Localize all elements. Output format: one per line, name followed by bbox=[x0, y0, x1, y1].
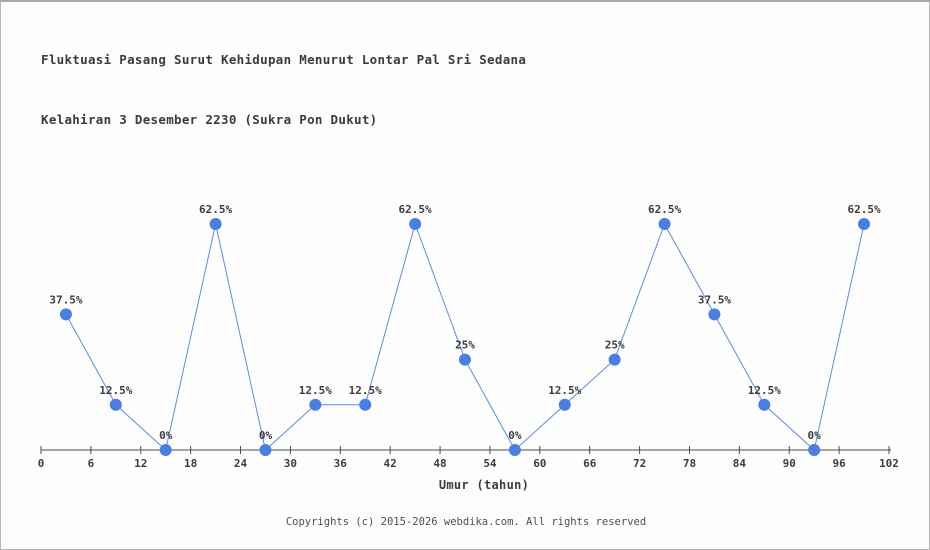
x-tick-label: 72 bbox=[633, 457, 646, 470]
data-point bbox=[109, 398, 122, 411]
x-tick-label: 84 bbox=[733, 457, 747, 470]
data-point bbox=[409, 218, 422, 230]
data-point-label: 62.5% bbox=[847, 203, 880, 216]
x-tick-label: 66 bbox=[583, 457, 597, 470]
data-point bbox=[708, 308, 721, 321]
x-tick-label: 0 bbox=[38, 457, 45, 470]
data-point bbox=[59, 308, 72, 321]
x-tick-label: 90 bbox=[783, 457, 796, 470]
x-tick-label: 48 bbox=[433, 457, 446, 470]
data-point bbox=[608, 353, 621, 366]
x-tick-label: 24 bbox=[234, 457, 248, 470]
data-point-label: 62.5% bbox=[399, 203, 432, 216]
data-point-label: 12.5% bbox=[99, 384, 132, 397]
x-tick-label: 78 bbox=[683, 457, 696, 470]
data-point-label: 62.5% bbox=[648, 203, 681, 216]
copyright-footer: Copyrights (c) 2015-2026 webdika.com. Al… bbox=[285, 516, 647, 528]
chart-title-line2: Kelahiran 3 Desember 2230 (Sukra Pon Duk… bbox=[41, 112, 378, 127]
data-point bbox=[209, 218, 222, 230]
data-point bbox=[459, 353, 471, 366]
data-point-label: 12.5% bbox=[299, 384, 332, 397]
data-point-label: 12.5% bbox=[548, 384, 581, 397]
data-point bbox=[558, 398, 571, 411]
data-point-label: 37.5% bbox=[49, 293, 82, 306]
data-point bbox=[359, 398, 372, 411]
x-tick-label: 12 bbox=[134, 457, 147, 470]
data-point-label: 25% bbox=[455, 339, 475, 352]
data-point bbox=[808, 444, 821, 456]
chart-title-line1: Fluktuasi Pasang Surut Kehidupan Menurut… bbox=[41, 52, 527, 67]
x-tick-label: 6 bbox=[88, 457, 95, 470]
series-line bbox=[65, 222, 865, 451]
chart-title: Fluktuasi Pasang Surut Kehidupan Menurut… bbox=[41, 10, 526, 170]
data-point-label: 62.5% bbox=[199, 203, 232, 216]
data-point-label: 12.5% bbox=[748, 384, 781, 397]
data-point-label: 12.5% bbox=[349, 384, 382, 397]
x-tick-label: 42 bbox=[384, 457, 397, 470]
data-point-label: 25% bbox=[605, 339, 625, 352]
data-point bbox=[658, 218, 671, 230]
x-tick-label: 18 bbox=[184, 457, 197, 470]
x-tick-label: 30 bbox=[284, 457, 297, 470]
data-point-label: 0% bbox=[808, 429, 822, 442]
data-point bbox=[159, 444, 172, 456]
data-point bbox=[508, 444, 521, 456]
x-tick-label: 60 bbox=[533, 457, 546, 470]
data-point bbox=[758, 398, 771, 411]
x-tick-label: 54 bbox=[483, 457, 497, 470]
data-point bbox=[309, 398, 322, 411]
x-tick-label: 102 bbox=[879, 457, 899, 470]
data-point-label: 37.5% bbox=[698, 293, 731, 306]
data-point-label: 0% bbox=[259, 429, 273, 442]
x-tick-label: 96 bbox=[832, 457, 846, 470]
data-point bbox=[259, 444, 272, 456]
data-point-label: 0% bbox=[508, 429, 522, 442]
x-tick-label: 36 bbox=[334, 457, 348, 470]
data-point-label: 0% bbox=[159, 429, 173, 442]
data-point bbox=[858, 218, 871, 230]
x-axis-label: Umur (tahun) bbox=[438, 478, 530, 492]
